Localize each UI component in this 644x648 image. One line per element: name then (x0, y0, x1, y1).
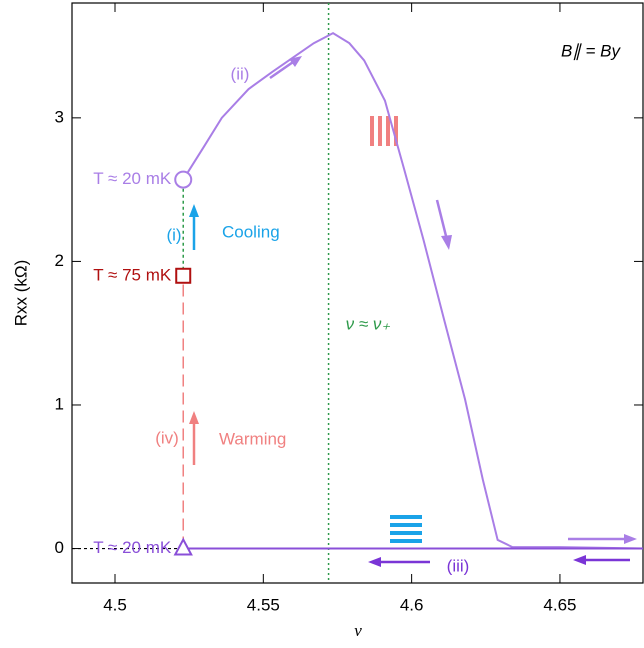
annotation: (iv) (155, 428, 179, 447)
y-tick-label: 2 (55, 251, 64, 270)
annotation: Warming (219, 429, 286, 448)
annotation: Cooling (222, 222, 280, 241)
marker-label: T ≈ 20 mK (93, 538, 172, 557)
x-tick-label: 4.6 (400, 595, 424, 614)
y-axis-label: Rxx (kΩ) (11, 260, 30, 327)
plot-frame (71, 2, 644, 584)
marker-circle (174, 170, 193, 189)
annotation: (i) (166, 225, 181, 244)
y-tick-label: 3 (55, 107, 64, 126)
marker-triangle (173, 537, 193, 556)
annotation: ν ≈ ν₊ (346, 314, 391, 333)
x-tick-label: 4.65 (543, 595, 576, 614)
y-tick-label: 0 (55, 538, 64, 557)
arrows (189, 56, 637, 567)
x-tick-label: 4.5 (103, 595, 127, 614)
x-tick-label: 4.55 (247, 595, 280, 614)
x-axis-label: ν (354, 621, 362, 640)
stripes-icon (390, 515, 422, 543)
annotation: (ii) (231, 64, 250, 83)
stripes-icon (370, 116, 398, 146)
marker-square (175, 267, 192, 284)
annotation: (iii) (447, 556, 470, 575)
marker-label: T ≈ 75 mK (93, 265, 172, 284)
marker-label: T ≈ 20 mK (93, 169, 172, 188)
y-tick-label: 1 (55, 394, 64, 413)
annotation: B∥ = By (561, 41, 622, 60)
data-line (182, 31, 644, 550)
